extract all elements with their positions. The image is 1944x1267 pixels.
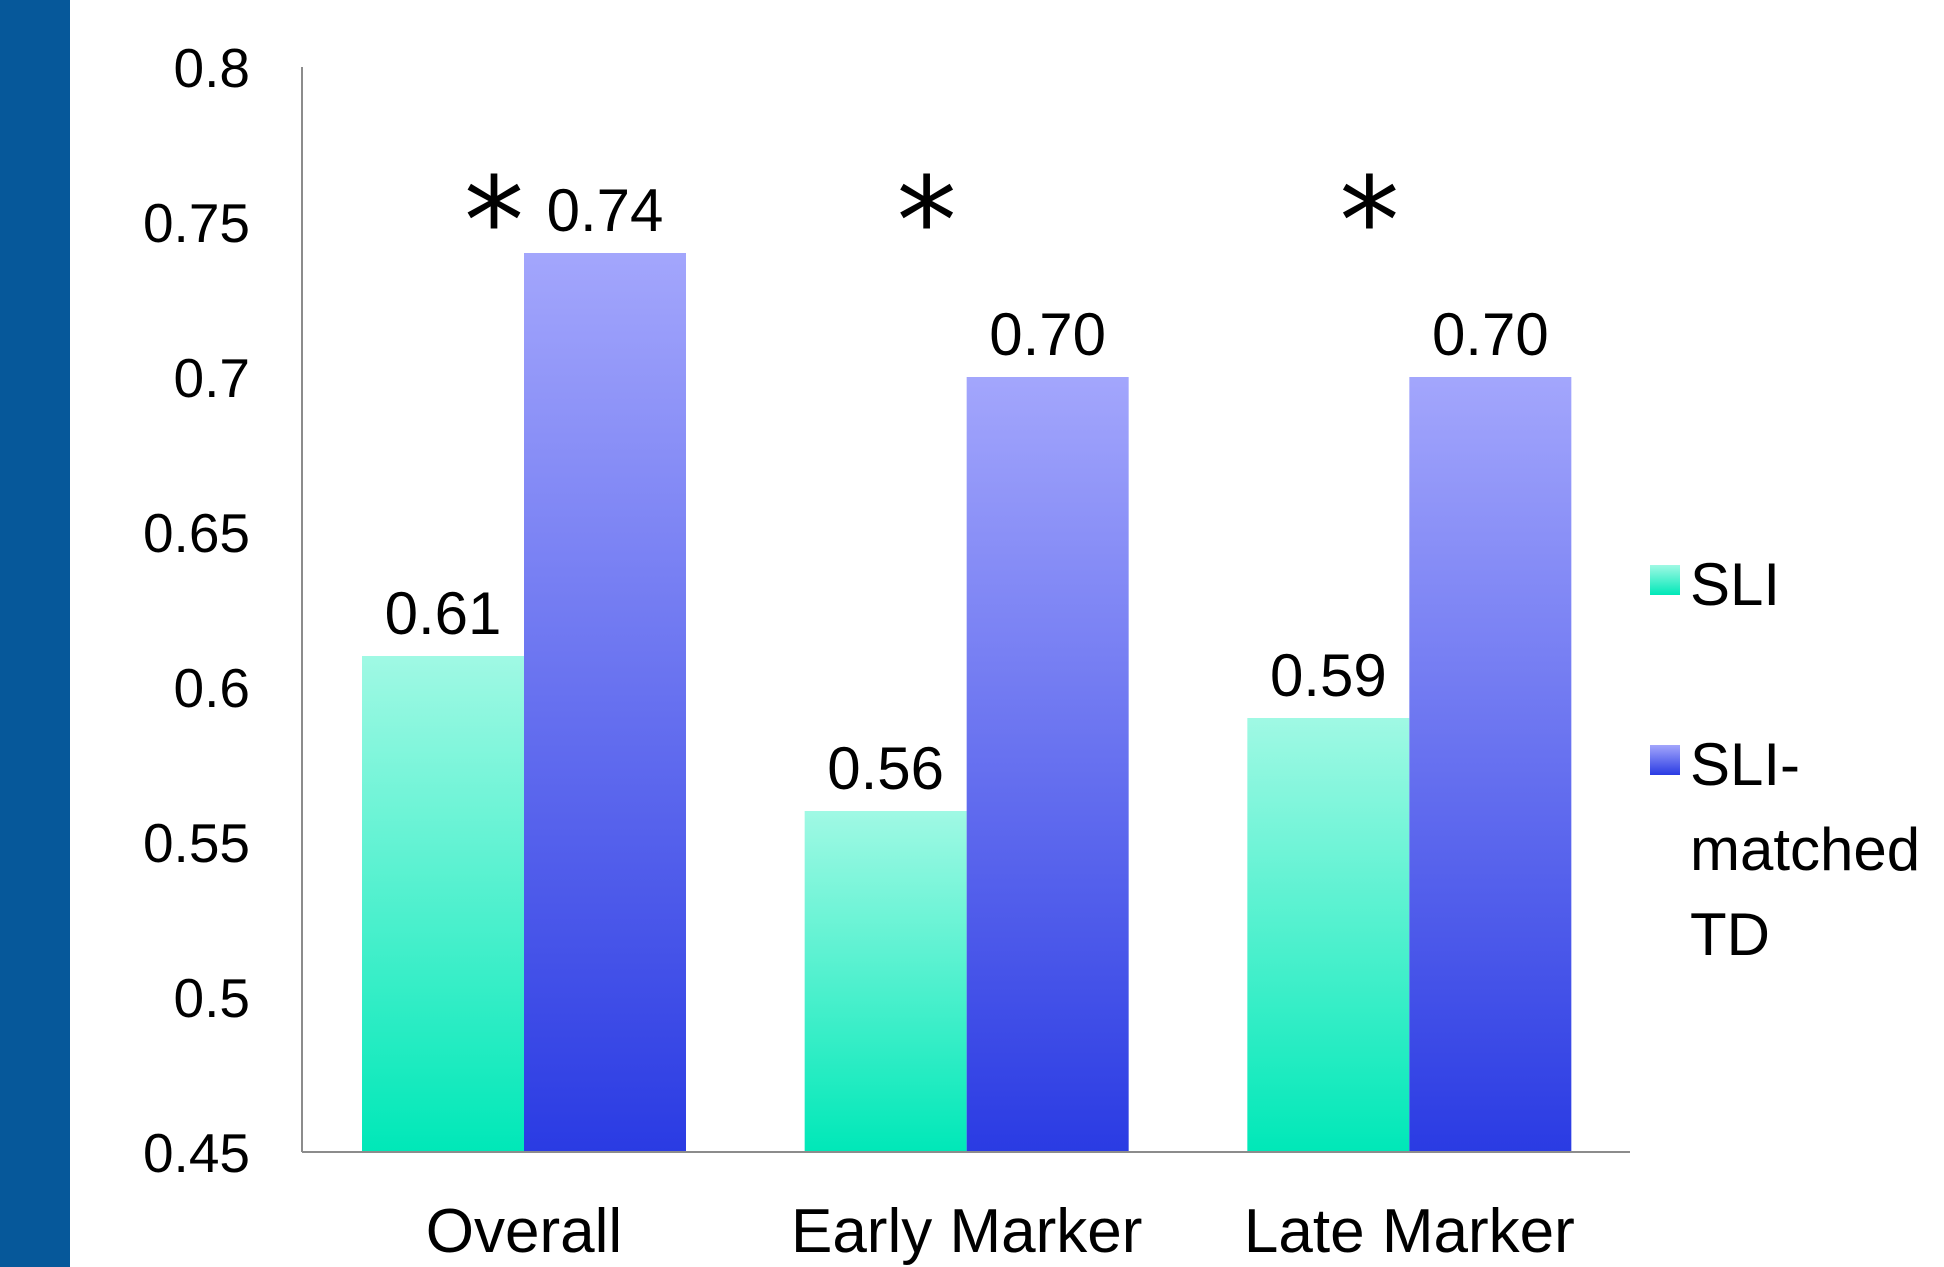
significance-asterisk: * [897,153,957,292]
y-tick-label: 0.65 [143,502,250,564]
data-label: 0.70 [989,301,1106,368]
y-tick-label: 0.75 [143,192,250,254]
y-tick-label: 0.8 [174,37,250,99]
y-tick-label: 0.55 [143,812,250,874]
y-tick-label: 0.7 [174,347,250,409]
legend-label: matched [1690,816,1920,883]
y-tick-label: 0.5 [174,967,250,1029]
data-label: 0.74 [547,177,664,244]
legend-swatch-sli [1650,565,1680,595]
bar-sli-matched-td [1409,377,1572,1152]
data-label: 0.61 [385,580,502,647]
x-category-label: Early Marker [791,1197,1142,1266]
slide-accent-bar [0,0,70,1267]
bar-sli-matched-td [524,253,686,1152]
bars [362,253,1572,1152]
data-label: 0.56 [827,735,944,802]
bar-sli [804,811,967,1152]
legend-label: TD [1690,901,1770,968]
legend: SLI SLI-matched TD [1650,551,1920,968]
data-label: 0.70 [1432,301,1549,368]
significance-markers: * * * [464,153,1399,292]
x-axis-category-labels: Overall Early Marker Late Marker [426,1197,1575,1266]
legend-label: SLI [1690,551,1780,618]
legend-swatch-sli-matched-td [1650,745,1680,775]
value-labels: 0.61 0.74 0.56 0.70 0.59 0.70 [385,177,1549,802]
bar-sli [1247,718,1410,1152]
bar-sli [362,656,524,1152]
data-label: 0.59 [1270,642,1387,709]
significance-asterisk: * [1339,153,1399,292]
bar-sli-matched-td [966,377,1129,1152]
y-tick-label: 0.45 [143,1122,250,1184]
x-category-label: Overall [426,1197,622,1266]
x-category-label: Late Marker [1244,1197,1575,1266]
legend-label: SLI- [1690,731,1800,798]
significance-asterisk: * [464,153,524,292]
y-tick-label: 0.6 [174,657,250,719]
y-axis-ticks: 0.45 0.5 0.55 0.6 0.65 0.7 0.75 0.8 [143,37,250,1184]
